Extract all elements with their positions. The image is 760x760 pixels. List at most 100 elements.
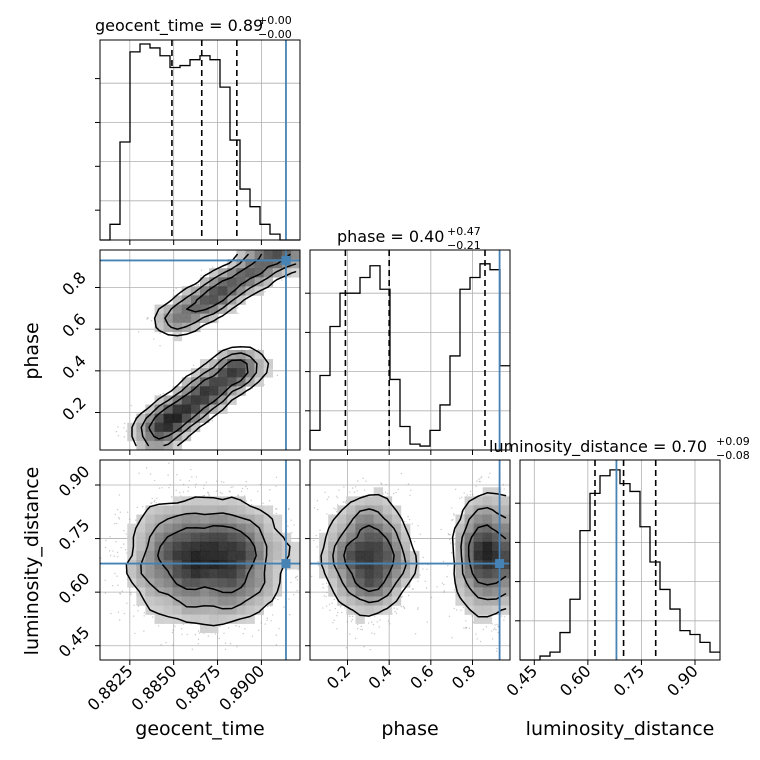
sample-point <box>275 512 277 515</box>
sample-point <box>188 480 190 482</box>
sample-point <box>236 312 239 315</box>
density-cell <box>154 422 164 433</box>
hist-panel-geocent_time <box>95 39 301 245</box>
sample-point <box>135 519 137 521</box>
density-cell <box>236 368 246 378</box>
density-cell <box>209 359 219 369</box>
sample-point <box>159 345 161 347</box>
density-cell <box>163 304 174 314</box>
density-cell <box>172 413 183 424</box>
sample-point <box>116 551 119 554</box>
sample-point <box>187 486 190 489</box>
sample-point <box>197 284 200 286</box>
density-cell <box>181 286 192 296</box>
sample-point <box>281 279 283 281</box>
density-cell <box>163 413 174 424</box>
axes-frame <box>99 249 301 451</box>
density-cell <box>154 395 164 405</box>
sample-point <box>208 495 210 497</box>
density-cell <box>254 359 264 369</box>
density-cell <box>236 250 246 260</box>
sample-point <box>194 633 197 636</box>
density-cell <box>200 295 210 305</box>
density-cell <box>154 313 164 324</box>
sample-point <box>155 501 157 504</box>
sample-point <box>220 481 223 483</box>
sample-point <box>191 648 194 650</box>
density-cell <box>236 286 246 296</box>
sample-point <box>192 364 195 366</box>
sample-point <box>125 430 128 432</box>
density-cell <box>227 286 237 296</box>
sample-point <box>273 248 274 249</box>
density-cell <box>209 386 219 396</box>
density-cell <box>190 386 201 396</box>
density-cell <box>172 313 183 324</box>
density-cell <box>145 404 155 414</box>
y-tick-label: 0.4 <box>58 351 89 382</box>
sample-point <box>108 550 111 552</box>
density-cell <box>181 404 192 414</box>
sample-point <box>118 494 121 496</box>
sample-point <box>237 307 239 309</box>
sample-point <box>149 473 152 475</box>
density-cell <box>172 422 183 433</box>
sample-point <box>198 632 201 634</box>
sample-point <box>111 585 114 587</box>
sample-point <box>296 248 297 249</box>
sample-point <box>119 511 122 513</box>
sample-point <box>285 241 286 242</box>
sample-point <box>264 291 266 293</box>
sample-point <box>130 593 132 596</box>
density-cell <box>263 368 274 378</box>
density-cell <box>172 322 183 333</box>
contour-line <box>131 253 297 447</box>
sample-point <box>150 320 153 322</box>
density-cell <box>245 286 255 296</box>
sample-point <box>151 616 154 618</box>
sample-point <box>271 245 272 246</box>
sample-point <box>121 590 123 592</box>
density-cell <box>181 395 192 405</box>
sample-point <box>191 476 193 478</box>
sample-point <box>305 256 306 257</box>
sample-point <box>119 592 121 595</box>
sample-point <box>168 486 170 489</box>
density-cell <box>181 295 192 305</box>
sample-point <box>207 492 210 494</box>
plot-area <box>100 460 300 663</box>
sample-point <box>263 244 264 245</box>
sample-point <box>188 662 189 663</box>
sample-point <box>278 247 279 248</box>
density-cell <box>209 395 219 405</box>
sample-point <box>171 631 174 634</box>
density-cell <box>190 404 201 414</box>
sample-point <box>133 604 135 606</box>
sample-point <box>124 422 126 425</box>
sample-point <box>272 246 273 247</box>
density-cell <box>209 368 219 378</box>
sample-point <box>196 284 198 286</box>
density-cell <box>236 277 246 287</box>
density-cell <box>218 350 228 360</box>
sample-point <box>151 502 153 504</box>
density-cell <box>145 422 155 433</box>
sample-point <box>287 244 288 245</box>
sample-point <box>308 252 309 253</box>
density-cell <box>172 395 183 405</box>
x-tick-label: 0.75 <box>610 661 649 700</box>
density-cell <box>236 359 246 369</box>
density-cell <box>181 413 192 424</box>
sample-point <box>123 427 125 429</box>
sample-point <box>146 318 148 320</box>
density-cell <box>245 350 255 360</box>
sample-point <box>270 242 271 243</box>
sample-point <box>218 637 220 640</box>
density-cell <box>200 413 210 424</box>
sample-point <box>296 589 298 592</box>
density-cell <box>163 404 174 414</box>
hist-panel-luminosity_distance: 0.45 0.60 0.75 0.90 <box>502 459 721 700</box>
sample-point <box>130 404 133 407</box>
sample-point <box>259 483 262 486</box>
density-cell <box>245 277 255 287</box>
